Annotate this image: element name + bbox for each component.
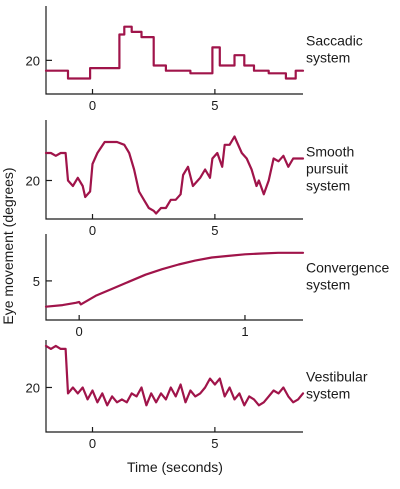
x-tick-label: 5 xyxy=(211,436,218,451)
y-tick-label: 20 xyxy=(26,53,40,68)
x-tick-label: 0 xyxy=(89,98,96,113)
series-label: system xyxy=(306,386,350,402)
series-label: Saccadic xyxy=(306,33,363,49)
axis-frame xyxy=(45,340,303,433)
series-label: pursuit xyxy=(306,161,348,177)
x-tick-label: 0 xyxy=(89,436,96,451)
y-tick-label: 20 xyxy=(26,174,40,189)
x-tick-label: 0 xyxy=(76,324,83,339)
series-label: system xyxy=(306,50,350,66)
series-label: system xyxy=(306,178,350,194)
axis-frame xyxy=(45,120,303,220)
x-tick-label: 5 xyxy=(211,98,218,113)
axis-frame xyxy=(45,234,303,321)
axis-frame xyxy=(45,6,303,95)
x-tick-label: 5 xyxy=(211,223,218,238)
series-line-smooth-pursuit xyxy=(44,135,305,215)
series-label: system xyxy=(306,277,350,293)
series-label: Vestibular xyxy=(306,369,368,385)
series-line-vestibular xyxy=(44,344,305,407)
y-tick-label: 5 xyxy=(33,274,40,289)
series-label: Smooth xyxy=(306,144,354,160)
series-line-convergence xyxy=(44,251,305,308)
series-label: Convergence xyxy=(306,260,389,276)
x-axis-label: Time (seconds) xyxy=(127,459,223,475)
y-tick-label: 20 xyxy=(26,380,40,395)
x-tick-label: 0 xyxy=(89,223,96,238)
series-line-saccadic xyxy=(44,25,305,80)
y-axis-label: Eye movement (degrees) xyxy=(0,167,16,324)
x-tick-label: 1 xyxy=(241,324,248,339)
